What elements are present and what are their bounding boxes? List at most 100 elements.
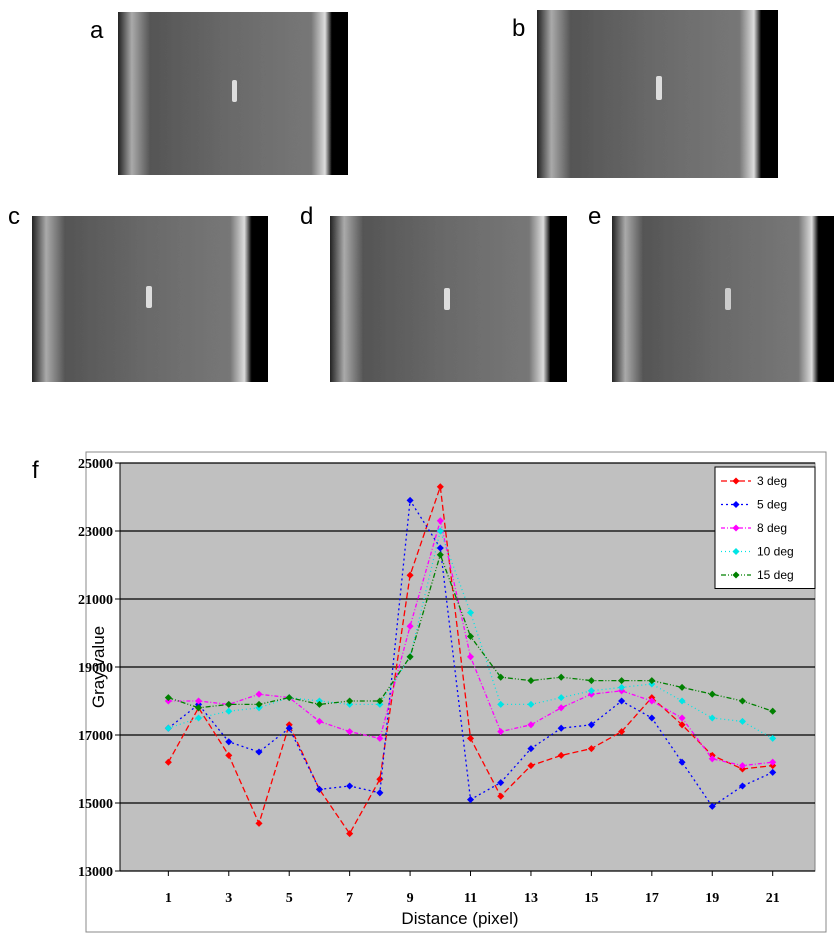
marker bbox=[527, 700, 535, 708]
marker bbox=[376, 789, 384, 797]
series-line bbox=[168, 520, 773, 767]
panel-label: e bbox=[588, 203, 601, 230]
x-tick-label: 17 bbox=[645, 891, 659, 906]
marker bbox=[678, 758, 686, 766]
marker bbox=[225, 738, 233, 746]
marker bbox=[315, 717, 323, 725]
marker bbox=[406, 653, 414, 661]
marker bbox=[648, 677, 656, 685]
x-tick-label: 5 bbox=[286, 891, 293, 906]
marker bbox=[769, 768, 777, 776]
marker bbox=[225, 700, 233, 708]
marker bbox=[497, 779, 505, 787]
marker bbox=[164, 694, 172, 702]
marker bbox=[527, 677, 535, 685]
marker bbox=[738, 782, 747, 790]
x-tick-label: 1 bbox=[165, 891, 172, 906]
y-tick-label: 21000 bbox=[78, 593, 113, 608]
panel-label: d bbox=[300, 203, 313, 230]
legend-marker bbox=[732, 477, 740, 485]
marker bbox=[678, 721, 686, 729]
marker bbox=[436, 544, 444, 552]
marker bbox=[708, 714, 716, 722]
marker bbox=[769, 707, 777, 715]
marker bbox=[466, 632, 475, 640]
marker bbox=[406, 622, 414, 630]
legend-label: 15 deg bbox=[757, 568, 794, 582]
panel-label: c bbox=[8, 203, 20, 230]
marker bbox=[466, 796, 475, 804]
marker bbox=[195, 714, 203, 722]
marker bbox=[315, 700, 323, 708]
x-axis-title: Distance (pixel) bbox=[401, 909, 518, 928]
marker bbox=[618, 728, 626, 736]
y-tick-label: 17000 bbox=[78, 729, 113, 744]
y-tick-label: 25000 bbox=[78, 457, 113, 472]
marker bbox=[557, 724, 565, 732]
y-tick-label: 13000 bbox=[78, 865, 113, 880]
marker bbox=[678, 683, 686, 691]
marker bbox=[346, 728, 354, 736]
marker bbox=[497, 673, 505, 681]
legend-marker bbox=[732, 571, 740, 579]
marker bbox=[497, 792, 505, 800]
marker bbox=[738, 697, 747, 705]
marker bbox=[466, 653, 475, 661]
marker bbox=[527, 721, 535, 729]
y-tick-label: 15000 bbox=[78, 797, 113, 812]
marker bbox=[164, 724, 172, 732]
ct-image bbox=[330, 216, 567, 382]
marker bbox=[708, 755, 716, 763]
marker bbox=[436, 551, 444, 559]
marker bbox=[527, 762, 535, 770]
marker bbox=[618, 677, 626, 685]
marker bbox=[346, 782, 354, 790]
marker bbox=[315, 785, 323, 793]
legend-label: 3 deg bbox=[757, 474, 787, 488]
marker bbox=[587, 721, 595, 729]
marker bbox=[406, 496, 414, 504]
marker bbox=[769, 758, 777, 766]
marker bbox=[225, 751, 233, 759]
marker bbox=[769, 734, 777, 742]
marker bbox=[164, 758, 172, 766]
marker bbox=[195, 704, 203, 712]
marker bbox=[557, 694, 565, 702]
ct-image bbox=[118, 12, 348, 175]
marker bbox=[285, 694, 293, 702]
marker bbox=[497, 700, 505, 708]
marker bbox=[557, 673, 565, 681]
x-tick-label: 21 bbox=[766, 891, 780, 906]
x-tick-label: 19 bbox=[705, 891, 719, 906]
marker bbox=[678, 714, 686, 722]
x-tick-label: 13 bbox=[524, 891, 538, 906]
marker bbox=[587, 745, 595, 753]
marker bbox=[648, 714, 656, 722]
marker bbox=[587, 677, 595, 685]
marker bbox=[466, 609, 475, 617]
x-tick-label: 9 bbox=[407, 891, 414, 906]
y-tick-label: 19000 bbox=[78, 661, 113, 676]
marker bbox=[738, 762, 747, 770]
x-tick-label: 7 bbox=[346, 891, 353, 906]
marker bbox=[376, 775, 384, 783]
marker bbox=[708, 690, 716, 698]
marker bbox=[466, 734, 475, 742]
marker bbox=[195, 697, 203, 705]
marker bbox=[346, 830, 354, 838]
marker bbox=[285, 724, 293, 732]
y-tick-label: 23000 bbox=[78, 525, 113, 540]
panel-label: b bbox=[512, 15, 525, 42]
legend-label: 8 deg bbox=[757, 521, 787, 535]
marker bbox=[708, 802, 716, 810]
marker bbox=[255, 690, 263, 698]
marker bbox=[648, 697, 656, 705]
marker bbox=[618, 697, 626, 705]
marker bbox=[346, 697, 354, 705]
marker bbox=[255, 700, 263, 708]
marker bbox=[738, 717, 747, 725]
marker bbox=[436, 483, 444, 491]
ct-image bbox=[32, 216, 268, 382]
x-tick-label: 15 bbox=[584, 891, 598, 906]
